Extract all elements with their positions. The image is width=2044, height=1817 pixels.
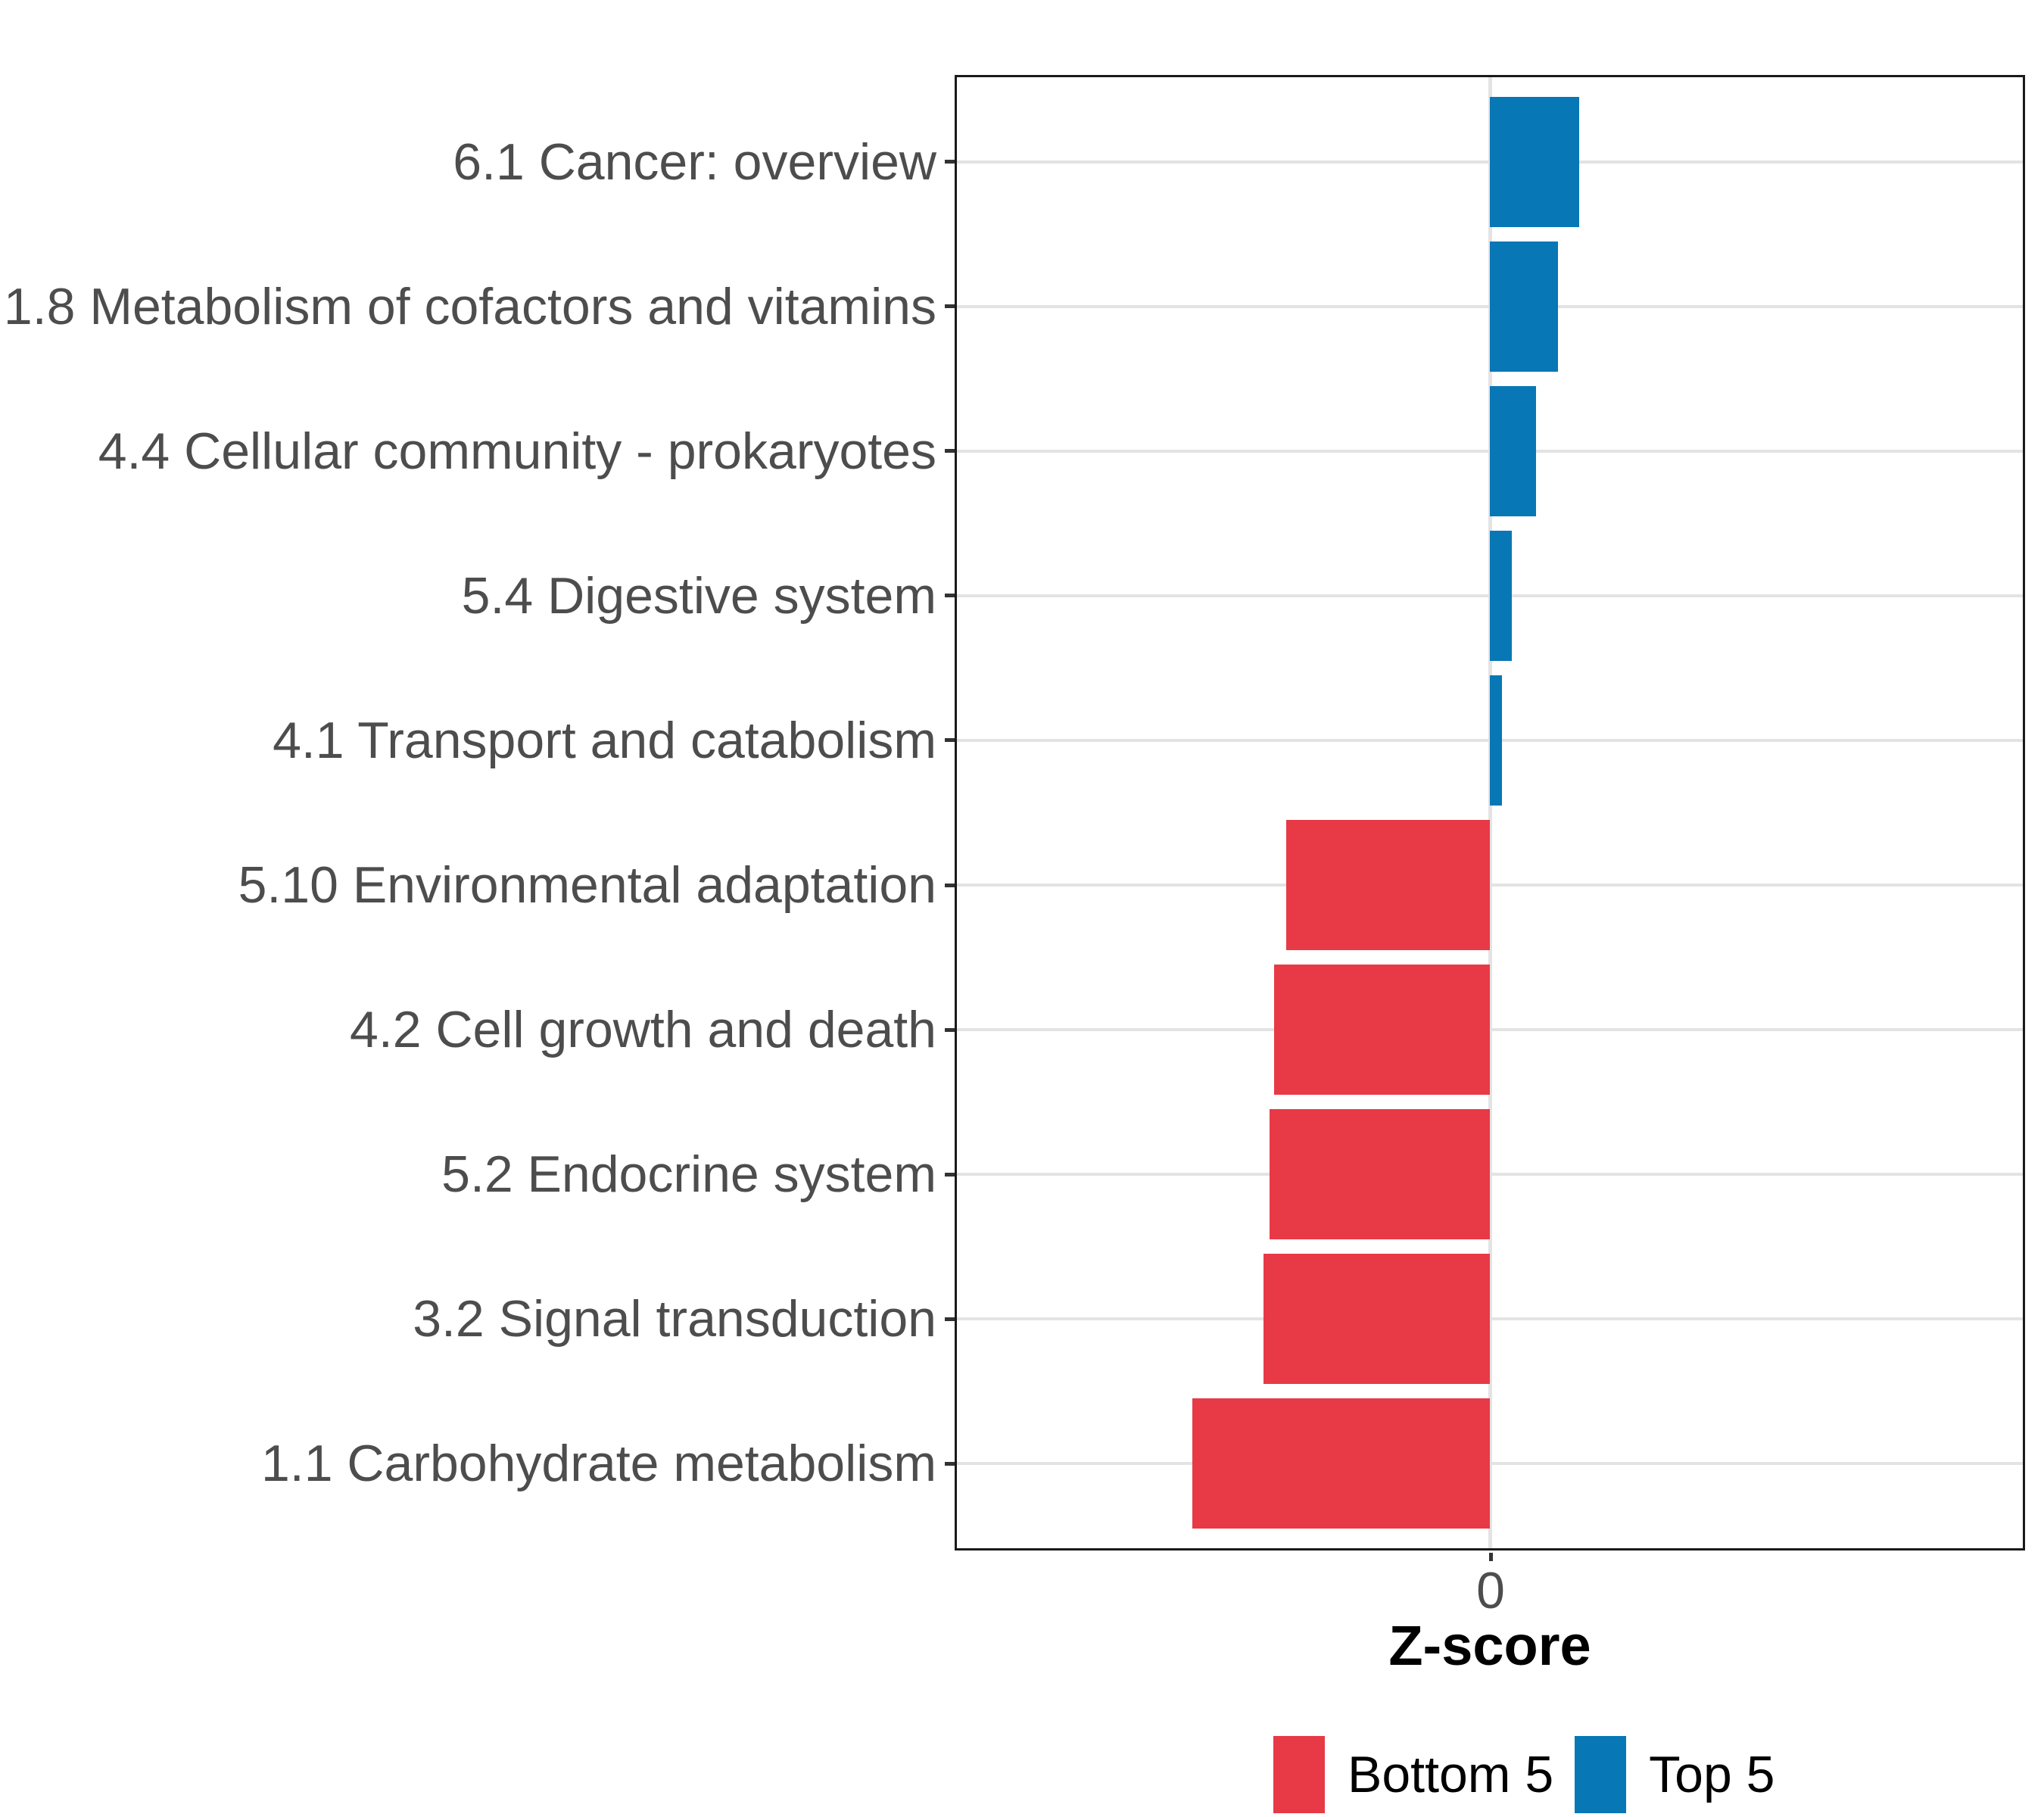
y-axis-tick [945, 1461, 955, 1466]
y-axis-label: 5.2 Endocrine system [441, 1145, 936, 1204]
y-axis-label: 3.2 Signal transduction [413, 1290, 936, 1348]
y-axis-tick [945, 738, 955, 743]
bar-top5 [1490, 675, 1502, 806]
bar-top5 [1490, 385, 1536, 516]
row-gridline [957, 1028, 2023, 1032]
plot-panel [955, 75, 2025, 1551]
y-axis-label: 4.1 Transport and catabolism [273, 711, 936, 769]
bar-bottom5 [1192, 1398, 1490, 1529]
y-axis-tick [945, 1027, 955, 1032]
legend-swatch-top5-icon [1575, 1736, 1627, 1813]
y-axis-tick [945, 883, 955, 887]
y-axis-tick [945, 449, 955, 453]
row-gridline [957, 1462, 2023, 1466]
y-axis-label: 1.8 Metabolism of cofactors and vitamins [3, 277, 936, 335]
legend: Bottom 5 Top 5 [1273, 1736, 1775, 1813]
bar-bottom5 [1270, 1109, 1490, 1240]
bar-bottom5 [1263, 1254, 1490, 1385]
legend-label-bottom5: Bottom 5 [1348, 1746, 1554, 1803]
row-gridline [957, 1317, 2023, 1321]
zero-gridline [1488, 77, 1492, 1548]
y-axis-label: 1.1 Carbohydrate metabolism [260, 1435, 936, 1493]
y-axis-label: 6.1 Cancer: overview [453, 132, 936, 191]
x-axis-title: Z-score [1388, 1614, 1591, 1677]
legend-item-top5: Top 5 [1575, 1736, 1775, 1813]
bar-bottom5 [1274, 965, 1490, 1095]
y-axis-label: 4.4 Cellular community - prokaryotes [98, 422, 936, 480]
bar-top5 [1490, 530, 1512, 661]
bar-top5 [1490, 96, 1579, 227]
legend-item-bottom5: Bottom 5 [1273, 1736, 1553, 1813]
y-axis-tick [945, 1172, 955, 1177]
y-axis-tick [945, 160, 955, 164]
x-axis-zero-tick [1489, 1553, 1493, 1561]
y-axis-label: 5.4 Digestive system [461, 566, 936, 625]
legend-swatch-bottom5-icon [1273, 1736, 1325, 1813]
legend-label-top5: Top 5 [1649, 1746, 1775, 1803]
row-gridline [957, 884, 2023, 887]
y-axis-tick [945, 1317, 955, 1321]
y-axis-label: 4.2 Cell growth and death [350, 1001, 936, 1059]
bar-bottom5 [1286, 820, 1490, 951]
y-axis-tick [945, 304, 955, 309]
bar-top5 [1490, 241, 1558, 372]
x-axis-zero-tick-label: 0 [1476, 1562, 1505, 1619]
y-axis-tick [945, 594, 955, 598]
row-gridline [957, 1173, 2023, 1177]
y-axis-label: 5.10 Environmental adaptation [238, 856, 936, 915]
